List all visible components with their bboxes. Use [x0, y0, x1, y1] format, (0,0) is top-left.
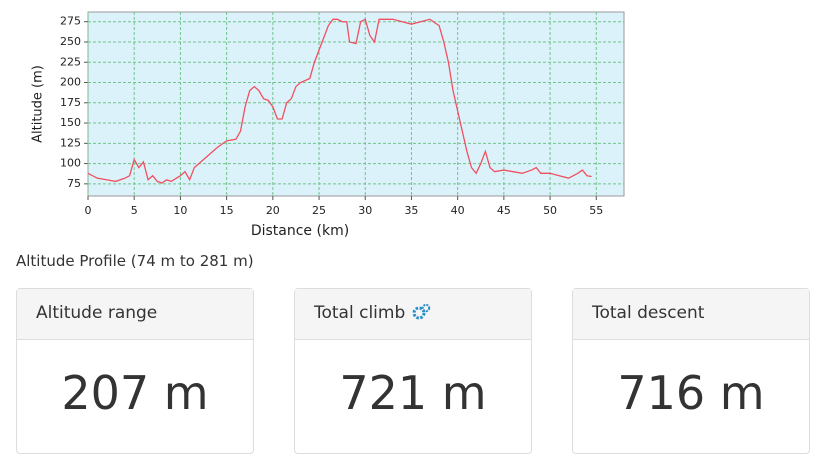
card-value: 716 m [617, 366, 765, 420]
gear-icon[interactable] [411, 303, 431, 321]
y-tick-label: 150 [60, 116, 81, 129]
card-value: 721 m [339, 366, 487, 420]
card: Total climb 721 m [294, 288, 532, 454]
x-tick-label: 15 [220, 204, 234, 217]
card-title: Total descent [573, 289, 809, 340]
chart: Distance (km) Altitude (m) 7510012515017… [31, 11, 625, 239]
y-axis-label: Altitude (m) [31, 65, 46, 143]
plot-area [87, 11, 625, 197]
x-tick-label: 50 [543, 204, 557, 217]
x-tick-label: 35 [404, 204, 418, 217]
x-tick-label: 45 [497, 204, 511, 217]
x-tick-label: 30 [358, 204, 372, 217]
x-axis-label: Distance (km) [251, 223, 349, 239]
card: Total descent 716 m [572, 288, 810, 454]
y-tick-label: 275 [60, 15, 81, 28]
y-tick-label: 125 [60, 136, 81, 149]
y-tick-label: 225 [60, 55, 81, 68]
altitude-line [87, 18, 592, 184]
y-tick-label: 100 [60, 157, 81, 170]
y-tick-label: 200 [60, 76, 81, 89]
caption: Altitude Profile (74 m to 281 m) [16, 252, 254, 270]
x-tick-label: 0 [85, 204, 92, 217]
x-tick-label: 5 [131, 204, 138, 217]
x-tick-label: 55 [589, 204, 603, 217]
card-value: 207 m [61, 366, 209, 420]
x-tick-label: 10 [173, 204, 187, 217]
card: Altitude range 207 m [16, 288, 254, 454]
x-tick-label: 20 [266, 204, 280, 217]
card-title: Altitude range [17, 289, 253, 340]
x-tick-label: 40 [451, 204, 465, 217]
y-tick-label: 175 [60, 96, 81, 109]
y-tick-label: 250 [60, 35, 81, 48]
card-header: Total climb [295, 289, 531, 340]
x-tick-label: 25 [312, 204, 326, 217]
y-tick-label: 75 [67, 177, 81, 190]
card-title: Total climb [314, 303, 406, 323]
